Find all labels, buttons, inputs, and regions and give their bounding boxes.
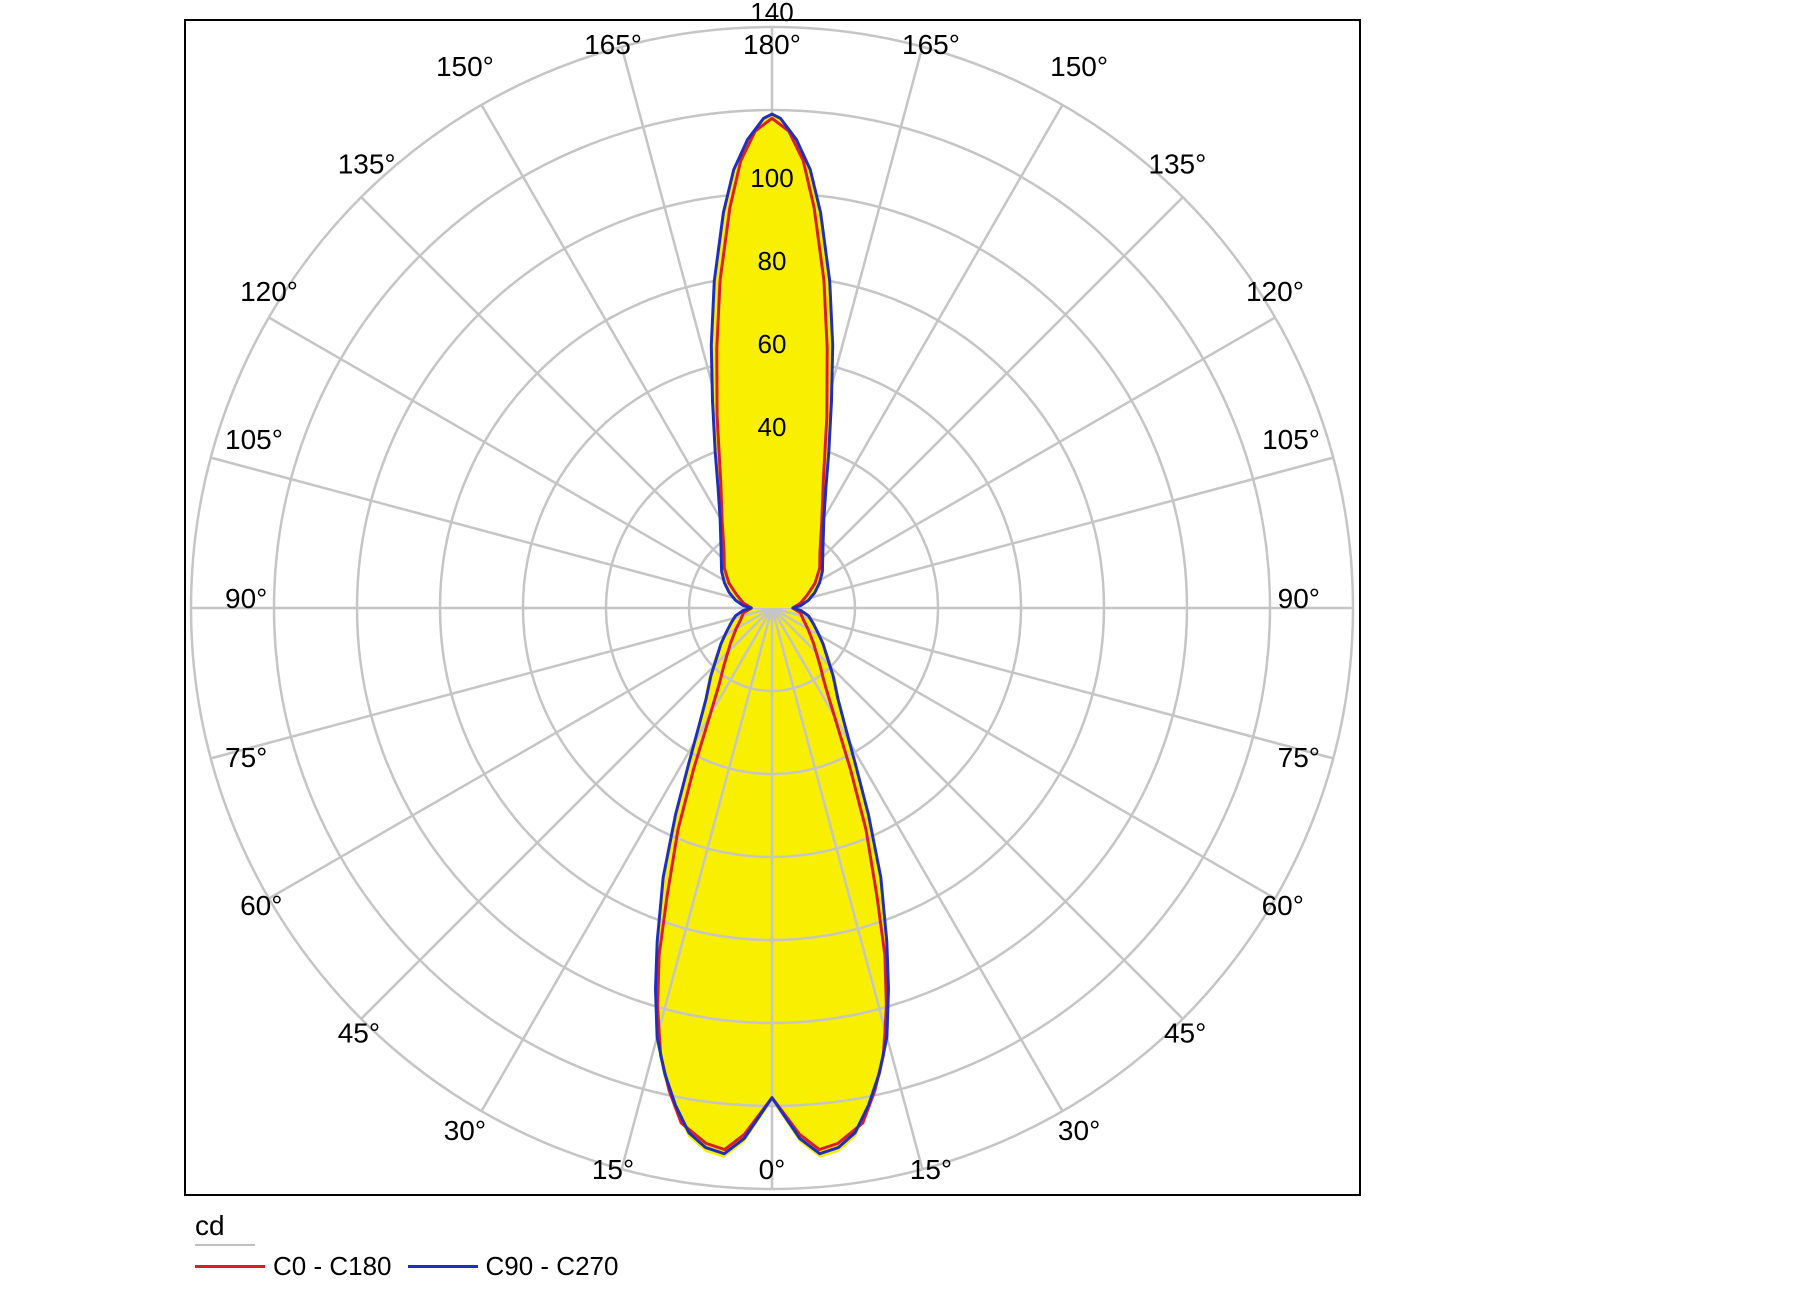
svg-text:120°: 120° [1246, 276, 1304, 307]
svg-text:15°: 15° [592, 1154, 634, 1185]
legend-row: C0 - C180 C90 - C270 [195, 1251, 618, 1282]
svg-text:90°: 90° [225, 583, 267, 614]
svg-text:30°: 30° [1058, 1115, 1100, 1146]
svg-text:140: 140 [750, 0, 793, 27]
svg-text:105°: 105° [225, 424, 283, 455]
svg-text:120°: 120° [240, 276, 298, 307]
polar-chart-page: 40 60 80 100 140180° 165° 150° 135° 120° 105° 90° 7… [0, 0, 1794, 1300]
legend-label-c90: C90 - C270 [486, 1251, 619, 1282]
svg-text:165°: 165° [902, 29, 960, 60]
svg-text:180°: 180° [743, 29, 801, 60]
svg-text:15°: 15° [910, 1154, 952, 1185]
chart-legend: cd C0 - C180 C90 - C270 [195, 1210, 618, 1282]
legend-swatch-c0 [195, 1265, 265, 1268]
legend-label-c0: C0 - C180 [273, 1251, 392, 1282]
legend-item-c0: C0 - C180 [195, 1251, 392, 1282]
svg-text:0°: 0° [759, 1154, 786, 1185]
svg-text:60°: 60° [240, 890, 282, 921]
svg-text:165°: 165° [584, 29, 642, 60]
svg-text:75°: 75° [225, 742, 267, 773]
svg-text:80: 80 [758, 246, 787, 276]
svg-text:135°: 135° [1148, 149, 1206, 180]
svg-text:40: 40 [758, 412, 787, 442]
polar-chart-svg: 40 60 80 100 140180° 165° 150° 135° 120° 105° 90° 7… [0, 0, 1794, 1300]
svg-text:90°: 90° [1278, 583, 1320, 614]
svg-text:135°: 135° [338, 149, 396, 180]
svg-text:105°: 105° [1262, 424, 1320, 455]
legend-swatch-c90 [408, 1265, 478, 1268]
svg-text:150°: 150° [436, 51, 494, 82]
svg-text:45°: 45° [1164, 1017, 1206, 1048]
svg-text:60: 60 [758, 329, 787, 359]
svg-text:150°: 150° [1050, 51, 1108, 82]
legend-item-c90: C90 - C270 [408, 1251, 619, 1282]
svg-text:100: 100 [750, 163, 793, 193]
svg-text:60°: 60° [1262, 890, 1304, 921]
legend-unit-label: cd [195, 1210, 255, 1246]
svg-text:75°: 75° [1278, 742, 1320, 773]
svg-text:30°: 30° [444, 1115, 486, 1146]
svg-text:45°: 45° [338, 1017, 380, 1048]
